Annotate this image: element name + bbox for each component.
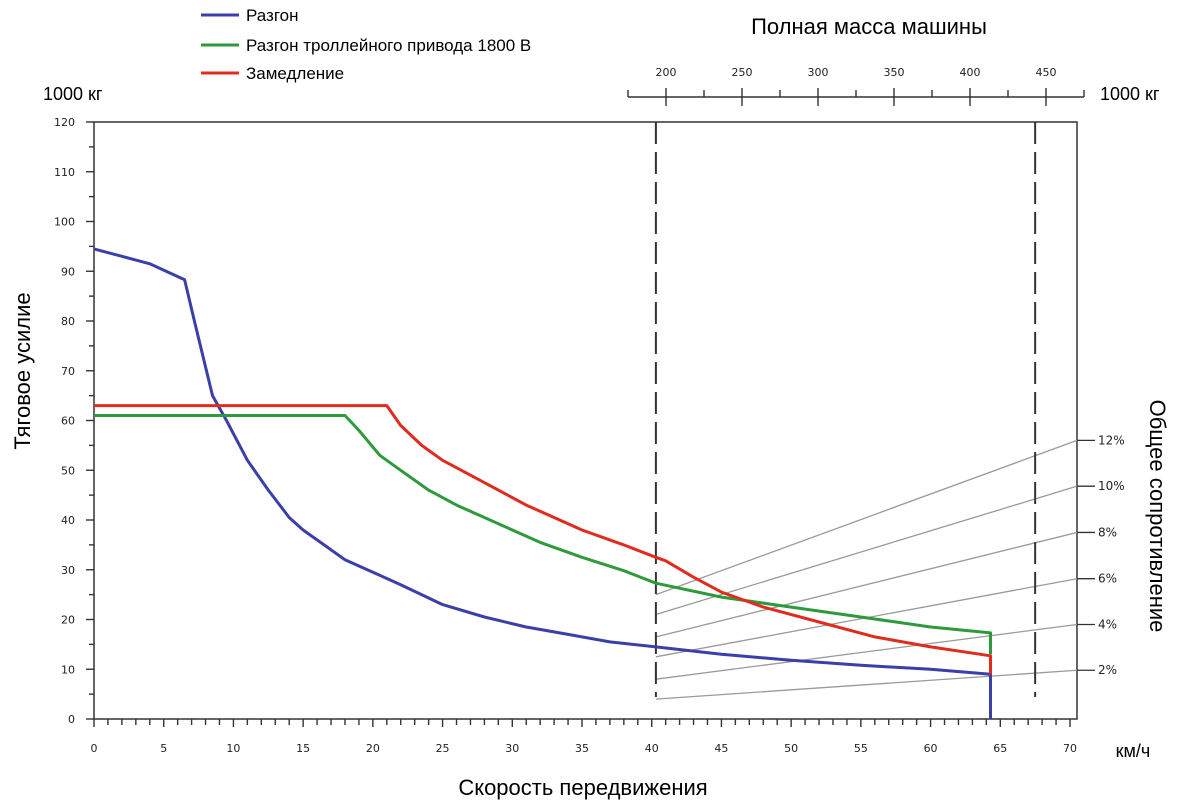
grade-labels: 2% 4% 6% 8% 10% 12% xyxy=(1098,433,1125,677)
grade-lines xyxy=(655,439,1095,700)
top-axis-tick-label: 400 xyxy=(960,66,981,79)
series-line xyxy=(93,247,992,719)
plot-frame xyxy=(93,121,1078,720)
grade-label: 2% xyxy=(1098,663,1117,677)
right-axis-title: Общее сопротивление xyxy=(1145,400,1170,633)
y-tick-label: 70 xyxy=(61,365,75,378)
y-tick-label: 20 xyxy=(61,614,75,627)
top-axis-tick-label: 350 xyxy=(884,66,905,79)
series-line xyxy=(94,414,992,655)
x-tick-label: 10 xyxy=(226,742,240,755)
top-mass-axis: 200 250 300 350 400 450 xyxy=(627,66,1085,106)
x-tick-label: 5 xyxy=(160,742,167,755)
x-tick-label: 70 xyxy=(1063,742,1077,755)
y-tick-label: 30 xyxy=(61,564,75,577)
x-axis-title: Скорость передвижения xyxy=(458,775,707,800)
y-tick-label: 110 xyxy=(54,166,75,179)
grade-line xyxy=(655,531,1078,638)
legend-label: Замедление xyxy=(246,64,344,83)
x-tick-label: 30 xyxy=(505,742,519,755)
x-tick-label: 55 xyxy=(854,742,868,755)
x-tick-label: 0 xyxy=(91,742,98,755)
x-tick-label: 65 xyxy=(993,742,1007,755)
y-tick-label: 40 xyxy=(61,514,75,527)
y-tick-label: 120 xyxy=(54,116,75,129)
top-axis-tick-label: 450 xyxy=(1036,66,1057,79)
top-axis-tick-label: 250 xyxy=(732,66,753,79)
y-axis-title: Тяговое усилие xyxy=(10,292,35,449)
vertical-dashed-lines xyxy=(654,122,1037,697)
x-tick-label: 15 xyxy=(296,742,310,755)
grade-line xyxy=(655,439,1078,596)
y-unit-left: 1000 кг xyxy=(43,84,103,104)
top-axis-tick-label: 200 xyxy=(656,66,677,79)
legend-label: Разгон xyxy=(246,6,299,25)
y-tick-label: 80 xyxy=(61,315,75,328)
legend-label: Разгон троллейного привода 1800 В xyxy=(246,36,531,55)
grade-line xyxy=(655,669,1078,700)
grade-label: 10% xyxy=(1098,479,1125,493)
y-tick-label: 0 xyxy=(68,713,75,726)
y-tick-label: 10 xyxy=(61,663,75,676)
y-tick-label: 50 xyxy=(61,464,75,477)
series-layer xyxy=(93,247,992,719)
grade-label: 4% xyxy=(1098,617,1117,631)
top-axis-tick-label: 300 xyxy=(808,66,829,79)
top-axis-title: Полная масса машины xyxy=(751,14,987,39)
x-tick-label: 60 xyxy=(924,742,938,755)
x-axis-ticks: 0 5 10 15 20 25 30 35 40 45 50 55 60 65 70 xyxy=(91,719,1077,755)
y-axis-ticks: 0 10 20 30 40 50 60 70 80 90 100 110 120 xyxy=(54,116,94,726)
x-tick-label: 40 xyxy=(645,742,659,755)
legend: Разгон Разгон троллейного привода 1800 В З… xyxy=(201,6,531,83)
y-tick-label: 100 xyxy=(54,216,75,229)
x-tick-label: 50 xyxy=(784,742,798,755)
grade-label: 12% xyxy=(1098,433,1125,447)
series-line xyxy=(94,404,992,675)
grade-line xyxy=(655,623,1078,680)
y-tick-label: 60 xyxy=(61,415,75,428)
grade-label: 6% xyxy=(1098,572,1117,586)
grade-label: 8% xyxy=(1098,525,1117,539)
y-unit-right: 1000 кг xyxy=(1100,84,1160,104)
y-tick-label: 90 xyxy=(61,265,75,278)
x-unit-label: км/ч xyxy=(1116,741,1151,761)
x-tick-label: 35 xyxy=(575,742,589,755)
x-tick-label: 45 xyxy=(714,742,728,755)
x-tick-label: 20 xyxy=(366,742,380,755)
x-tick-label: 25 xyxy=(436,742,450,755)
